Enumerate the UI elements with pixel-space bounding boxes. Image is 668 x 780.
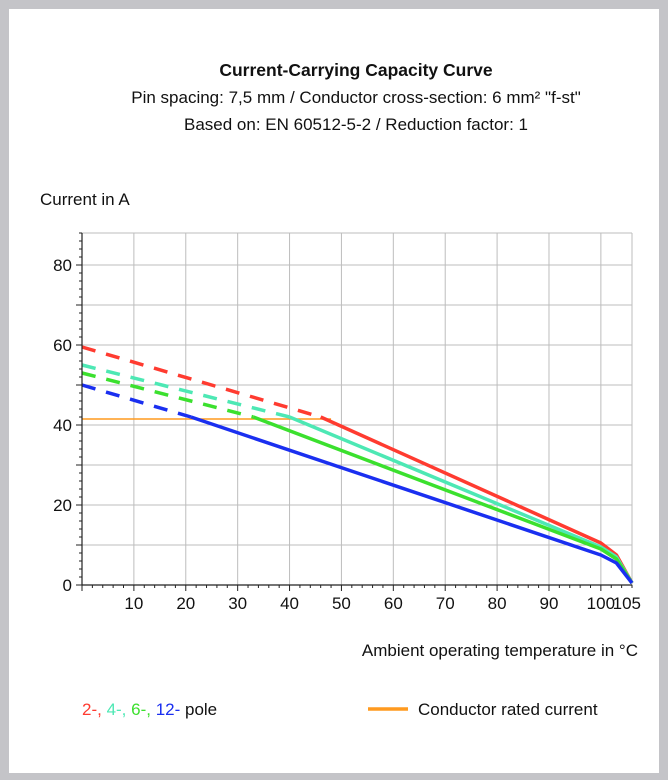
x-tick-label: 20	[176, 594, 195, 613]
rated-current-legend-label: Conductor rated current	[418, 700, 598, 719]
y-tick-label: 60	[53, 336, 72, 355]
legend-pole-2: 2-,	[82, 700, 107, 719]
legend-pole-6: 6-,	[131, 700, 156, 719]
x-tick-label: 50	[332, 594, 351, 613]
x-tick-label: 10	[124, 594, 143, 613]
y-tick-label: 40	[53, 416, 72, 435]
y-tick-label: 0	[63, 576, 72, 595]
y-tick-label: 80	[53, 256, 72, 275]
pole-legend: 2-, 4-, 6-, 12- pole	[82, 700, 217, 719]
x-tick-label: 40	[280, 594, 299, 613]
series-layer	[81, 345, 634, 585]
x-tick-label: 80	[488, 594, 507, 613]
axis-layer	[76, 232, 633, 591]
legend-pole-4: 4-,	[107, 700, 132, 719]
x-tick-label: 70	[436, 594, 455, 613]
chart-title: Current-Carrying Capacity Curve	[219, 60, 493, 80]
series-12-pole-dashed	[81, 383, 192, 419]
chart-subtitle-1: Pin spacing: 7,5 mm / Conductor cross-se…	[131, 88, 581, 107]
series-6-pole-dashed	[81, 371, 254, 419]
legend-pole-12: 12-	[156, 700, 185, 719]
y-axis-label: Current in A	[40, 190, 130, 209]
y-tick-label: 20	[53, 496, 72, 515]
x-tick-label: 100	[587, 594, 615, 613]
series-4-pole-solid	[288, 415, 634, 584]
x-axis-label: Ambient operating temperature in °C	[362, 641, 638, 660]
chart-subtitle-2: Based on: EN 60512-5-2 / Reduction facto…	[184, 115, 528, 134]
x-tick-label: 30	[228, 594, 247, 613]
series-4-pole-dashed	[81, 363, 290, 419]
legend-pole-suffix: pole	[185, 700, 217, 719]
x-tick-label: 105	[613, 594, 641, 613]
series-12-pole-solid	[190, 415, 634, 585]
x-tick-label: 90	[540, 594, 559, 613]
plot-grid	[82, 232, 633, 585]
series-2-pole-dashed	[81, 345, 322, 419]
x-tick-label: 60	[384, 594, 403, 613]
